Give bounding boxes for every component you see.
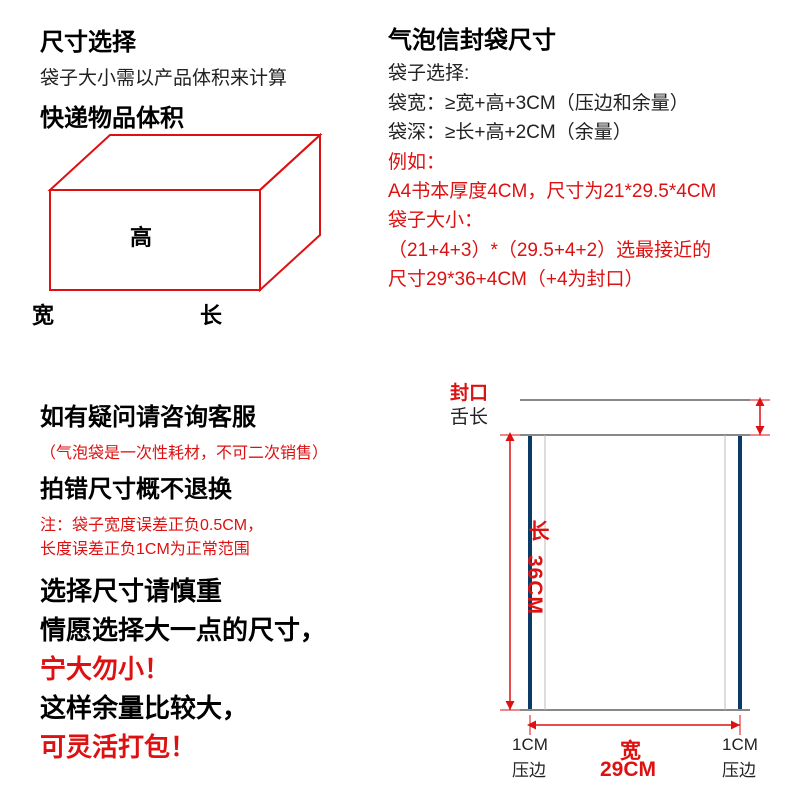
lb-l2: （气泡袋是一次性耗材，不可二次销售） (40, 442, 400, 466)
lb-l6: 情愿选择大一点的尺寸， (40, 611, 400, 650)
lb-l4a: 注：袋子宽度误差正负0.5CM， (40, 514, 400, 538)
bag-ex1: A4书本厚度4CM，尺寸为21*29.5*4CM (388, 177, 788, 206)
box-label-width: 宽 (32, 298, 54, 330)
bag-line1: 袋子选择: (388, 59, 788, 88)
bag-length-value: 36CM (522, 555, 546, 615)
box-label-length: 长 (200, 298, 222, 330)
size-choice-title: 尺寸选择 (40, 22, 380, 57)
box-label-height: 高 (130, 220, 152, 252)
bag-ex3: （21+4+3）*（29.5+4+2）选最接近的 (388, 236, 788, 265)
size-choice-sub: 袋子大小需以产品体积来计算 (40, 63, 380, 90)
bag-size-title: 气泡信封袋尺寸 (388, 22, 788, 59)
bag-line3: 袋深：≥长+高+2CM（余量） (388, 118, 788, 147)
bag-flap-label: 封口 (450, 378, 488, 405)
bag-edge-left-top: 1CM (512, 735, 548, 755)
lb-l1: 如有疑问请咨询客服 (40, 400, 400, 436)
bag-edge-left-bottom: 压边 (512, 756, 546, 781)
lb-l8: 这样余量比较大， (40, 689, 400, 728)
bag-edge-right-top: 1CM (722, 735, 758, 755)
bag-edge-right-bottom: 压边 (722, 756, 756, 781)
lb-l7: 宁大勿小！ (40, 650, 400, 689)
lb-l9: 可灵活打包！ (40, 728, 400, 767)
lb-l5: 选择尺寸请慎重 (40, 572, 400, 611)
bag-length-label: 长 (522, 520, 552, 541)
bag-diagram (450, 380, 790, 780)
bag-ex2: 袋子大小： (388, 206, 788, 235)
bag-tongue-label: 舌长 (450, 402, 488, 429)
product-box-diagram (40, 120, 340, 320)
bag-ex4: 尺寸29*36+4CM（+4为封口） (388, 265, 788, 294)
lb-l4b: 长度误差正负1CM为正常范围 (40, 538, 400, 562)
bag-line2: 袋宽：≥宽+高+3CM（压边和余量） (388, 89, 788, 118)
bag-ex-label: 例如： (388, 148, 788, 177)
lb-l3: 拍错尺寸概不退换 (40, 472, 400, 508)
bag-width-value: 29CM (600, 758, 656, 782)
